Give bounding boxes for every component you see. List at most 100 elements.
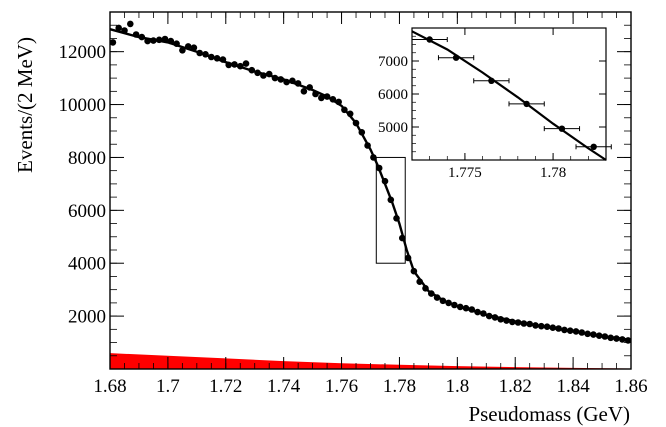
- data-point-89: [624, 337, 632, 344]
- x-tick-label: 1.74: [267, 376, 301, 397]
- y-tick-label: 12000: [59, 42, 107, 63]
- data-point-82: [584, 330, 591, 338]
- data-point-6: [144, 37, 151, 45]
- data-point-38: [329, 96, 337, 103]
- data-point-84: [595, 332, 603, 340]
- data-point-32: [294, 80, 302, 87]
- x-tick-label: 1.78: [383, 376, 416, 397]
- data-point-77: [555, 325, 562, 332]
- data-point-60: [456, 303, 464, 311]
- main-plot-area: 1.68 1.7 1.72 1.74 1.76 1.78 1.8 1.82 1.84 1.86 20…: [59, 11, 648, 397]
- data-point-16: [202, 51, 209, 58]
- data-point-79: [566, 327, 574, 335]
- data-point-10: [167, 37, 175, 45]
- data-point-58: [445, 299, 452, 307]
- data-point-41: [346, 110, 354, 118]
- data-point-64: [480, 310, 487, 317]
- data-point-27: [265, 70, 273, 78]
- data-point-67: [497, 316, 505, 323]
- x-tick-label: 1.76: [325, 376, 358, 397]
- data-point-8: [155, 36, 163, 44]
- data-point-53: [416, 278, 424, 286]
- data-point-0: [109, 39, 117, 46]
- data-point-9: [161, 35, 169, 43]
- data-point-59: [451, 301, 458, 309]
- data-point-37: [323, 93, 331, 100]
- x-tick-label: 1.68: [93, 376, 126, 397]
- data-point-15: [196, 49, 203, 57]
- data-point-19: [219, 56, 227, 63]
- data-point-71: [520, 320, 528, 327]
- inset-data-point-4: [558, 125, 566, 132]
- y-tick-label: 8000: [68, 148, 106, 169]
- data-point-36: [318, 94, 325, 102]
- data-point-13: [184, 43, 192, 50]
- data-point-47: [381, 177, 389, 185]
- x-tick-label: 1.86: [614, 376, 647, 397]
- data-point-68: [503, 317, 510, 324]
- y-tick-label: 2000: [68, 307, 106, 328]
- data-point-18: [213, 55, 221, 62]
- data-point-40: [341, 106, 348, 114]
- inset-x-tick-label: 1.775: [448, 165, 482, 181]
- data-point-61: [462, 304, 470, 312]
- data-point-85: [601, 333, 609, 340]
- inset-fit-curve: [411, 30, 607, 161]
- data-point-11: [173, 40, 180, 47]
- y-tick-label: 10000: [59, 95, 107, 116]
- x-tick-label: 1.84: [556, 376, 590, 397]
- data-point-52: [410, 267, 418, 275]
- data-point-57: [439, 297, 447, 305]
- data-point-46: [375, 164, 383, 172]
- data-point-49: [393, 215, 400, 222]
- x-tick-label: 1.82: [499, 376, 532, 397]
- data-point-76: [549, 324, 557, 332]
- data-point-22: [237, 62, 244, 70]
- data-point-24: [248, 66, 256, 74]
- data-point-26: [260, 72, 267, 79]
- data-point-51: [404, 254, 412, 262]
- inset-y-tick-label: 7000: [378, 54, 408, 70]
- inset-y-tick-label: 6000: [378, 87, 408, 103]
- data-point-30: [283, 78, 290, 86]
- data-point-20: [225, 61, 232, 69]
- data-point-2: [121, 27, 128, 34]
- data-point-78: [561, 326, 568, 334]
- data-point-28: [271, 74, 279, 82]
- data-point-43: [358, 129, 366, 136]
- data-point-66: [491, 314, 499, 321]
- inset-data-point-3: [523, 100, 530, 108]
- x-tick-label: 1.8: [445, 376, 469, 397]
- data-point-14: [190, 44, 198, 51]
- data-point-5: [138, 33, 146, 41]
- data-point-73: [532, 322, 539, 329]
- data-point-4: [132, 31, 140, 38]
- data-point-88: [619, 336, 626, 343]
- data-point-65: [485, 312, 493, 320]
- inset-data-point-2: [488, 77, 495, 85]
- y-tick-label: 6000: [68, 201, 106, 222]
- inset-data-point-0: [426, 36, 433, 43]
- inset-x-tick-label: 1.78: [540, 165, 566, 181]
- inset-y-tick-label: 5000: [378, 120, 408, 136]
- data-point-63: [474, 308, 481, 316]
- data-point-25: [254, 69, 261, 77]
- zoom-box: [375, 156, 406, 264]
- data-point-42: [352, 119, 360, 127]
- data-point-33: [300, 88, 308, 95]
- data-point-39: [335, 98, 343, 106]
- x-tick-label: 1.72: [209, 376, 242, 397]
- data-point-45: [370, 154, 377, 161]
- data-point-54: [422, 285, 429, 292]
- data-point-48: [387, 196, 395, 204]
- data-point-31: [289, 77, 296, 85]
- data-point-80: [572, 328, 580, 335]
- y-axis-label: Events/(2 MeV): [13, 37, 37, 173]
- y-tick-label: 4000: [68, 254, 106, 275]
- inset-data-point-5: [590, 143, 597, 150]
- data-point-21: [231, 61, 238, 68]
- data-point-87: [613, 335, 620, 342]
- data-point-75: [543, 323, 551, 331]
- data-point-72: [526, 320, 533, 328]
- data-point-3: [127, 20, 134, 28]
